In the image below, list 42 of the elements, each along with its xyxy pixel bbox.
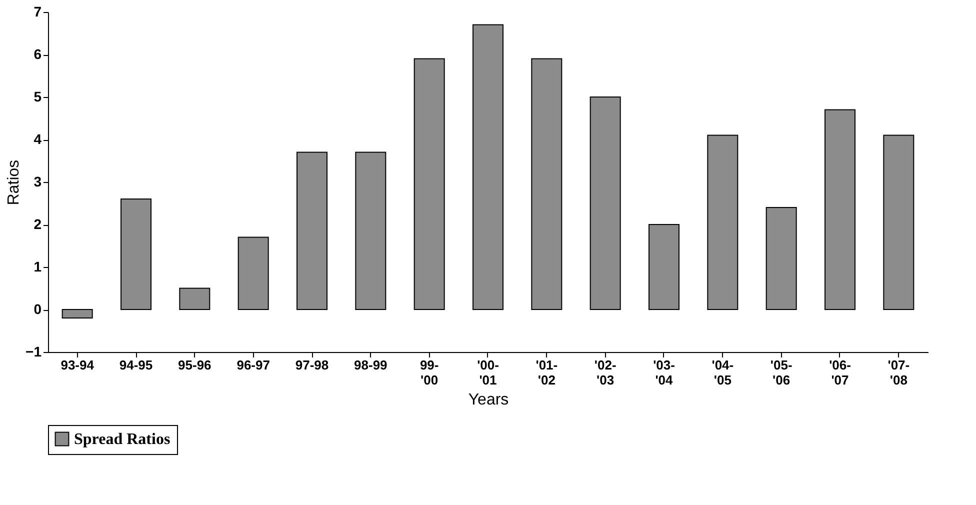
x-tick-label: 95-96: [178, 358, 212, 372]
bar: [120, 198, 152, 310]
bar: [707, 134, 738, 310]
x-tick-label: '07-'08: [888, 358, 910, 388]
bar: [590, 96, 621, 310]
bar: [531, 58, 562, 310]
x-tick-label: 94-95: [119, 358, 153, 372]
bar: [179, 288, 210, 310]
x-tick-label: 93-94: [60, 358, 95, 372]
y-tick-label: 2: [34, 216, 42, 232]
y-tick-label: 1: [34, 258, 42, 274]
x-tick-label: '03-'04: [653, 358, 675, 388]
bar: [824, 109, 856, 310]
y-tick-label: 3: [34, 174, 42, 190]
bar: [238, 236, 269, 310]
y-tick-label: 0: [34, 301, 42, 317]
bar: [296, 152, 328, 310]
bar: [62, 309, 93, 318]
x-tick-label: '06-'07: [829, 358, 851, 388]
y-tick-label: 6: [34, 46, 42, 62]
bar: [648, 224, 680, 310]
y-axis-title: Ratios: [6, 160, 23, 206]
x-tick-label: '05-'06: [770, 358, 792, 388]
bar: [766, 207, 797, 310]
x-tick-label: '04-'05: [712, 358, 734, 388]
bar: [355, 152, 386, 310]
x-tick-label: 99-'00: [420, 358, 439, 388]
bar: [472, 24, 504, 310]
x-tick-label: '02-'03: [594, 358, 616, 388]
bar: [414, 58, 445, 310]
x-tick-label: 97-98: [295, 358, 329, 372]
y-tick-label: 4: [34, 131, 42, 147]
x-tick-label: 96-97: [236, 358, 270, 372]
x-tick-label: '00-'01: [477, 358, 499, 388]
x-tick-label: '01-'02: [536, 358, 558, 388]
y-tick-label: −1: [26, 344, 42, 360]
y-tick-label: 5: [34, 88, 42, 104]
bar: [883, 134, 914, 310]
y-tick-label: 7: [34, 4, 42, 20]
x-tick-label: 98-99: [354, 358, 388, 372]
legend-label: Spread Ratios: [74, 431, 170, 448]
x-axis-title: Years: [468, 392, 509, 408]
